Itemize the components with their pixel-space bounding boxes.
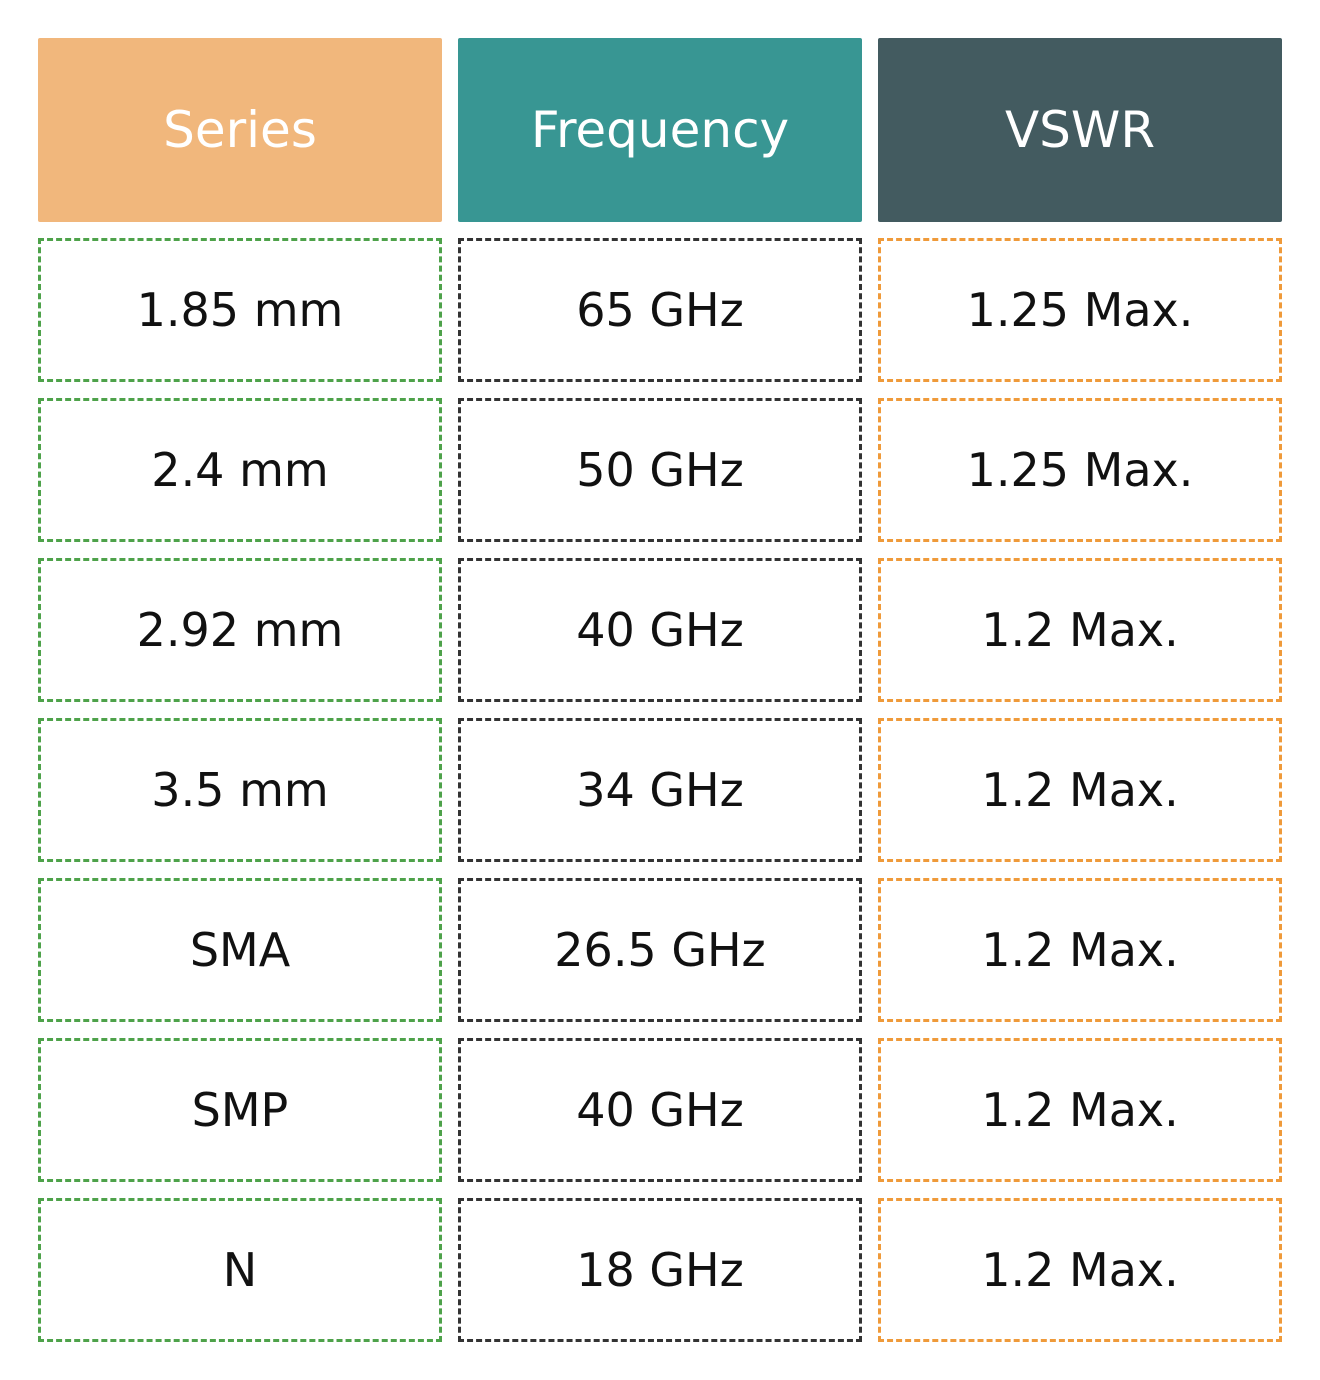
header-frequency: Frequency <box>458 38 862 222</box>
series-cell: 1.85 mm <box>38 238 442 382</box>
frequency-cell: 34 GHz <box>458 718 862 862</box>
vswr-cell: 1.25 Max. <box>878 398 1282 542</box>
frequency-cell: 50 GHz <box>458 398 862 542</box>
vswr-cell: 1.2 Max. <box>878 1038 1282 1182</box>
vswr-cell: 1.25 Max. <box>878 238 1282 382</box>
frequency-cell: 26.5 GHz <box>458 878 862 1022</box>
header-series: Series <box>38 38 442 222</box>
series-cell: 2.92 mm <box>38 558 442 702</box>
series-cell: SMA <box>38 878 442 1022</box>
frequency-cell: 40 GHz <box>458 558 862 702</box>
frequency-cell: 18 GHz <box>458 1198 862 1342</box>
series-cell: 2.4 mm <box>38 398 442 542</box>
frequency-cell: 40 GHz <box>458 1038 862 1182</box>
series-cell: SMP <box>38 1038 442 1182</box>
vswr-cell: 1.2 Max. <box>878 1198 1282 1342</box>
frequency-cell: 65 GHz <box>458 238 862 382</box>
series-cell: 3.5 mm <box>38 718 442 862</box>
series-cell: N <box>38 1198 442 1342</box>
vswr-cell: 1.2 Max. <box>878 878 1282 1022</box>
header-vswr: VSWR <box>878 38 1282 222</box>
vswr-cell: 1.2 Max. <box>878 718 1282 862</box>
vswr-cell: 1.2 Max. <box>878 558 1282 702</box>
